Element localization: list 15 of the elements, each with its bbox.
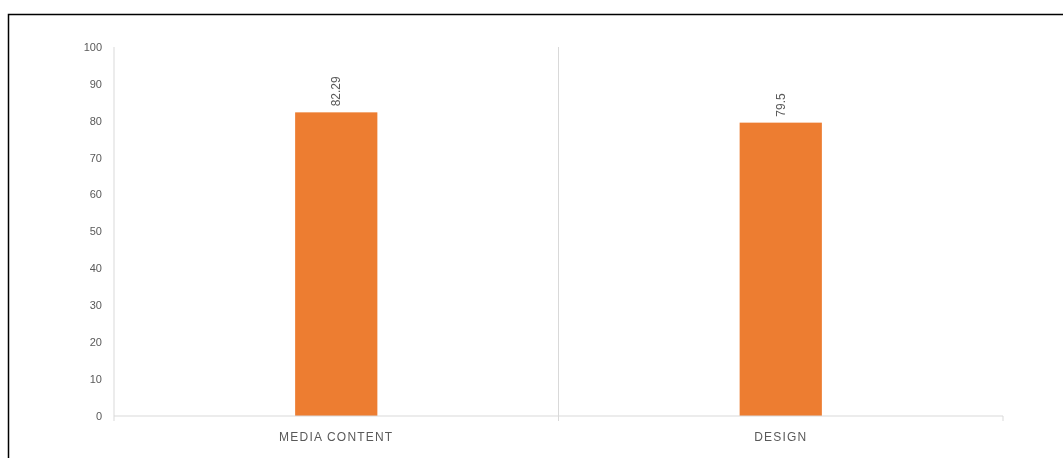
y-tick-label: 10 bbox=[89, 372, 102, 385]
y-tick-label: 90 bbox=[89, 77, 102, 90]
x-tick-label: MEDIA CONTENT bbox=[279, 430, 394, 444]
y-tick-label: 30 bbox=[89, 299, 102, 312]
y-tick-label: 100 bbox=[83, 40, 102, 53]
y-tick-label: 0 bbox=[95, 409, 102, 422]
y-tick-label: 70 bbox=[89, 151, 102, 164]
y-tick-label: 20 bbox=[89, 336, 102, 349]
data-label: 82.29 bbox=[329, 75, 344, 107]
y-tick-label: 60 bbox=[89, 188, 102, 201]
y-tick-label: 50 bbox=[89, 225, 102, 238]
x-tick-label: DESIGN bbox=[754, 430, 808, 444]
y-tick-label: 40 bbox=[89, 262, 102, 275]
y-tick-label: 80 bbox=[89, 114, 102, 127]
data-label: 79.5 bbox=[773, 92, 788, 117]
